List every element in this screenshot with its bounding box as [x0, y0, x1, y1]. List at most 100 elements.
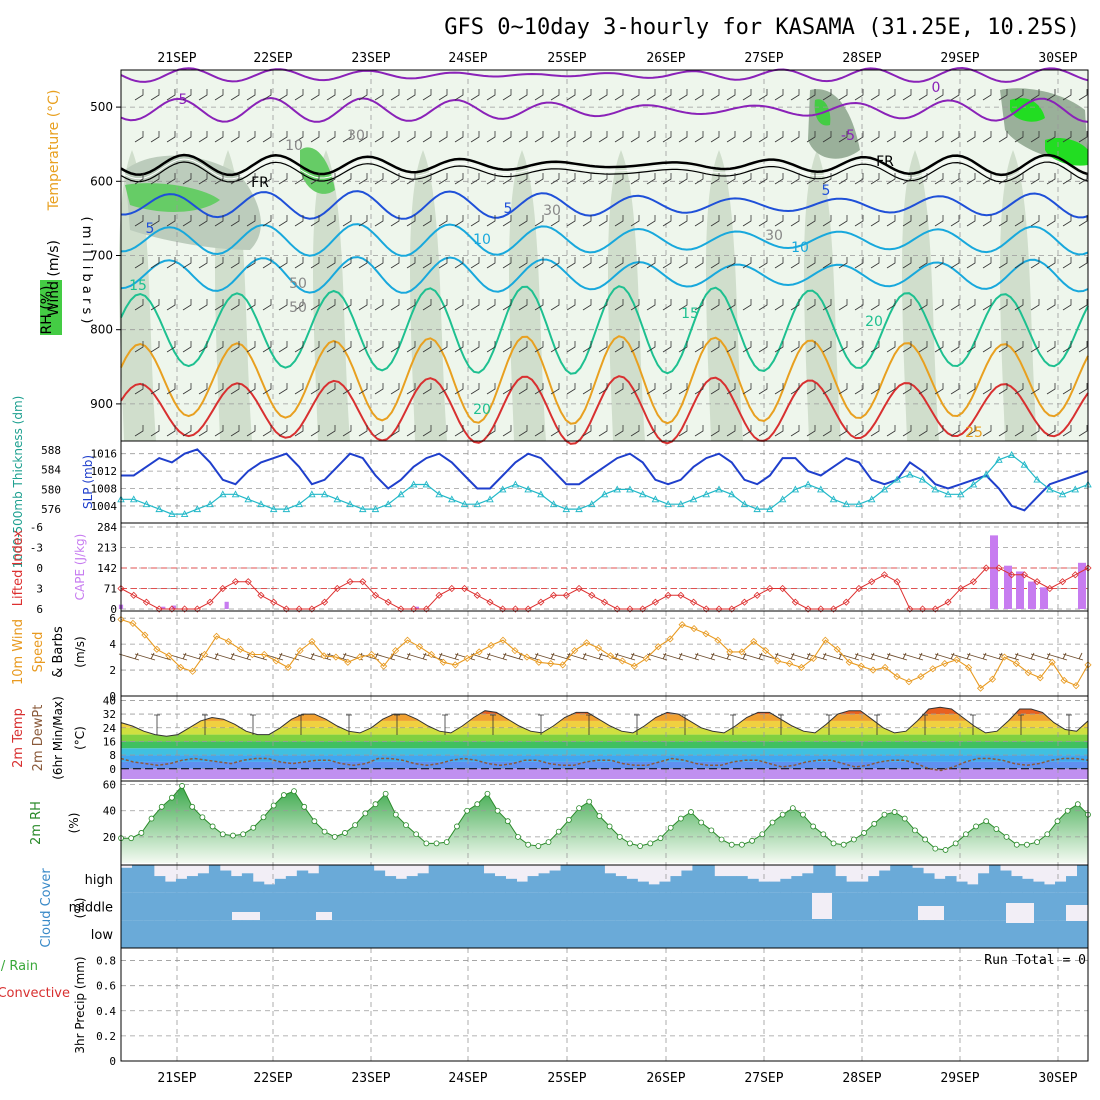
rh-point: [912, 827, 918, 834]
rh-point: [179, 783, 185, 789]
upper-wind-barb: [422, 173, 432, 185]
upper-wind-barb: [310, 215, 320, 227]
upper-wind-barb: [294, 341, 304, 353]
cloud-bar-middle: [1055, 892, 1067, 921]
upper-wind-barb: [726, 383, 736, 395]
upper-wind-barb: [838, 425, 848, 437]
cloud-bar-low: [208, 920, 221, 948]
upper-wind-barb: [966, 257, 976, 269]
cloud-bar-low: [285, 920, 298, 948]
upper-wind-barb: [534, 131, 544, 143]
wind-tick-label: 0: [109, 690, 116, 703]
cloud-bar-middle: [901, 892, 913, 921]
upper-wind-barb: [662, 425, 672, 437]
cloud-bar-middle: [802, 892, 814, 921]
cloud-bar-low: [725, 920, 737, 948]
upper-wind-barb: [134, 215, 144, 227]
upper-wind-barb: [134, 131, 144, 143]
upper-wind-barb: [774, 215, 784, 227]
upper-wind-barb: [726, 257, 736, 269]
upper-wind-barb: [518, 299, 528, 311]
cloud-bar-middle: [879, 892, 891, 921]
cloud-bar-low: [967, 920, 979, 948]
cloud-bar-high: [131, 865, 144, 893]
rh-point: [769, 819, 776, 826]
rh-point: [871, 820, 878, 827]
cloud-bar-middle: [164, 892, 177, 921]
upper-wind-barb: [774, 299, 784, 311]
upper-wind-barb: [694, 173, 704, 185]
lifted-index-point: [779, 584, 787, 593]
bottom-date-label: 24SEP: [448, 1071, 487, 1086]
temp-color-band: [121, 734, 1088, 742]
rh-plume: [313, 150, 350, 441]
cloud-bar-low: [395, 920, 408, 948]
upper-wind-barb: [166, 257, 176, 269]
upper-wind-barb: [566, 383, 576, 395]
wind-barb: [998, 652, 1020, 661]
upper-wind-barb: [1046, 425, 1056, 437]
upper-wind-barb: [422, 131, 432, 143]
upper-wind-barb: [230, 173, 240, 185]
cloud-gap: [918, 906, 944, 920]
wind-tick-label: 2: [109, 664, 116, 677]
upper-wind-barb: [406, 89, 416, 101]
rh-point: [942, 847, 949, 853]
cloud-bar-high: [835, 876, 847, 893]
upper-wind-barb: [214, 299, 224, 311]
rh-point: [280, 792, 287, 798]
cloud-bar-high: [1011, 876, 1023, 893]
upper-wind-barb: [934, 215, 944, 227]
upper-wind-barb: [550, 131, 560, 143]
upper-wind-barb: [358, 215, 368, 227]
upper-wind-barb: [774, 383, 784, 395]
upper-wind-barb: [166, 299, 176, 311]
cloud-bar-high: [307, 873, 320, 893]
cloud-bar-low: [373, 920, 386, 948]
cloud-bar-low: [802, 920, 814, 948]
upper-wind-barb: [950, 173, 960, 185]
rh-point: [932, 845, 939, 852]
cloud-bar-middle: [967, 892, 979, 921]
rh-point: [525, 841, 532, 848]
precip-tick-label: 0.6: [96, 980, 116, 993]
cloud-bar-middle: [241, 892, 254, 921]
upper-wind-barb: [550, 173, 560, 185]
upper-wind-barb: [918, 341, 928, 353]
cloud-bar-high: [1033, 881, 1045, 893]
wind-barb: [790, 652, 812, 661]
upper-wind-barb: [806, 257, 816, 269]
cloud-bar-high: [362, 865, 375, 893]
upper-wind-barb: [694, 89, 704, 101]
cloud-bar-high: [252, 881, 265, 893]
minmax-marker: [298, 714, 304, 735]
rh-plume: [608, 150, 645, 441]
cloud-bar-high: [395, 878, 408, 893]
upper-wind-barb: [966, 131, 976, 143]
upper-wind-barb: [822, 173, 832, 185]
upper-wind-barb: [758, 257, 768, 269]
upper-wind-barb: [470, 131, 480, 143]
cloud-bar-high: [263, 884, 276, 893]
upper-wind-barb: [438, 425, 448, 437]
cloud-bar-middle: [494, 892, 507, 921]
cloud-bar-high: [505, 878, 517, 893]
temp-color-band: [121, 761, 1088, 769]
wind-barb: [582, 652, 604, 661]
cloud-bar-middle: [945, 892, 957, 921]
upper-wind-barb: [422, 383, 432, 395]
upper-wind-barb: [214, 383, 224, 395]
upper-wind-barb: [646, 215, 656, 227]
rh-shade-green: [300, 147, 335, 194]
wind-barb: [534, 652, 556, 661]
rh-shade-green: [1010, 98, 1045, 122]
upper-wind-barb: [582, 131, 592, 143]
pressure-tick-label: 500: [90, 100, 113, 114]
upper-wind-barb: [1046, 299, 1056, 311]
rh-point: [586, 798, 593, 805]
cloud-bar-low: [483, 920, 496, 948]
upper-wind-barb: [214, 131, 224, 143]
upper-wind-barb: [390, 173, 400, 185]
rh-point: [1024, 841, 1030, 848]
